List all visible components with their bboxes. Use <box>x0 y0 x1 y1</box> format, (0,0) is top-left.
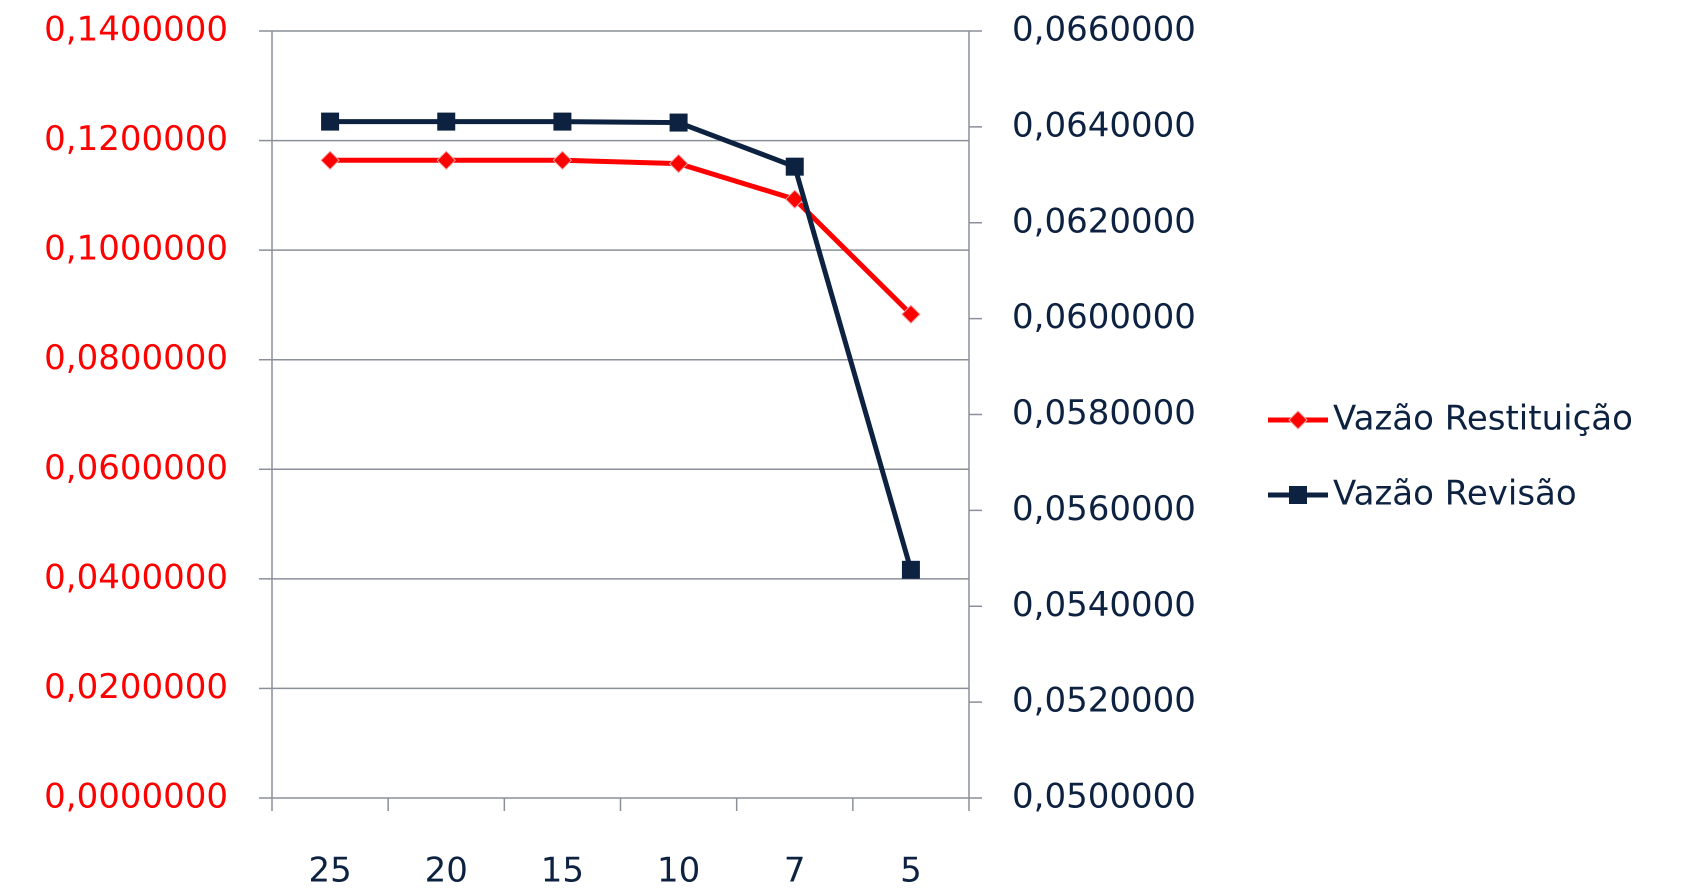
marker <box>552 150 573 171</box>
marker <box>1289 486 1307 504</box>
y-tick-label: 0,1200000 <box>44 119 228 159</box>
marker <box>1288 410 1308 430</box>
y-tick-label: 0,1400000 <box>44 10 228 50</box>
y2-tick-label: 0,0560000 <box>1012 489 1196 529</box>
x-tick-label: 15 <box>541 851 584 890</box>
series-line <box>330 119 914 571</box>
x-tick-label: 25 <box>308 851 351 890</box>
legend-label: Vazão Restituição <box>1333 399 1633 439</box>
marker <box>785 157 804 176</box>
marker <box>901 304 921 324</box>
y-tick-label: 0,0200000 <box>44 667 228 707</box>
marker <box>437 112 456 131</box>
marker <box>668 153 689 174</box>
marker <box>436 150 456 171</box>
y2-tick-label: 0,0640000 <box>1012 105 1196 145</box>
y-tick-label: 0,0000000 <box>44 777 228 817</box>
y-tick-label: 0,0800000 <box>44 338 228 378</box>
series-line <box>330 157 913 317</box>
marker <box>553 112 572 131</box>
x-tick-label: 7 <box>784 851 806 890</box>
y2-tick-label: 0,0540000 <box>1012 585 1196 625</box>
marker <box>320 150 340 171</box>
y2-tick-label: 0,0500000 <box>1012 777 1196 817</box>
y-tick-label: 0,0600000 <box>44 448 228 488</box>
y2-tick-label: 0,0660000 <box>1012 10 1196 50</box>
marker <box>901 560 920 579</box>
x-tick-label: 10 <box>657 851 700 890</box>
x-tick-label: 5 <box>900 851 922 890</box>
y-tick-label: 0,1000000 <box>44 229 228 269</box>
legend-label: Vazão Revisão <box>1333 474 1577 514</box>
marker <box>669 113 688 132</box>
y2-tick-label: 0,0580000 <box>1012 393 1196 433</box>
marker <box>321 112 340 131</box>
y2-tick-label: 0,0600000 <box>1012 297 1196 337</box>
y-tick-label: 0,0400000 <box>44 557 228 597</box>
x-tick-label: 20 <box>425 851 468 890</box>
y2-tick-label: 0,0520000 <box>1012 681 1196 721</box>
y2-tick-label: 0,0620000 <box>1012 201 1196 241</box>
